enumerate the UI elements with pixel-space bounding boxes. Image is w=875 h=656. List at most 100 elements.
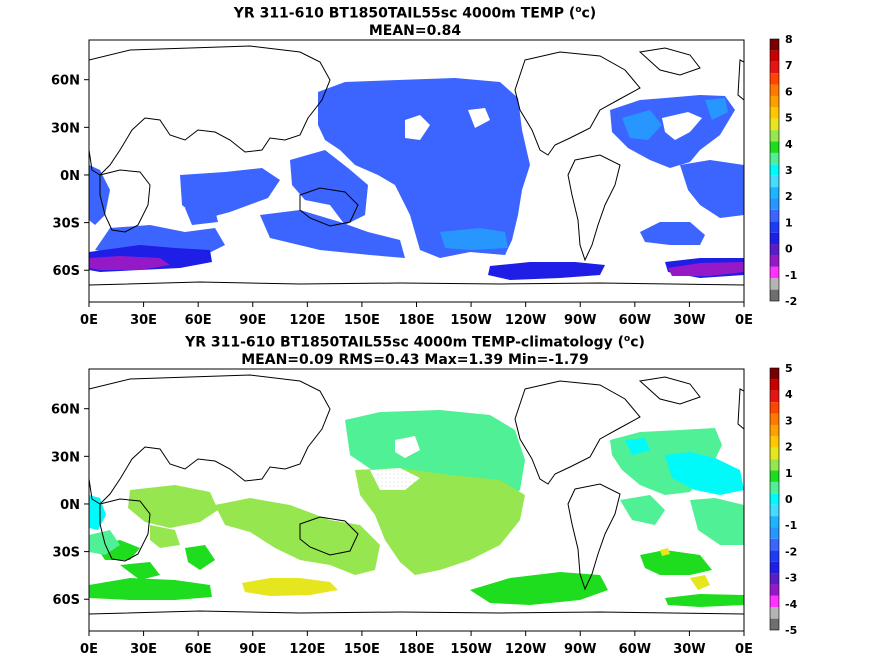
colorbar-swatch [770, 390, 779, 403]
colorbar-swatch [770, 504, 779, 517]
colorbar-swatch [770, 595, 779, 608]
colorbar-swatch [770, 550, 779, 562]
colorbar-swatch [770, 470, 779, 482]
colorbar-label: 5 [785, 112, 793, 125]
bot-field-yellow-atlantic [690, 575, 710, 590]
top-field-indian [180, 168, 280, 220]
colorbar-swatch [770, 424, 779, 437]
bottom-title-text: YR 311-610 BT1850TAIL55sc 4000m TEMP-cli… [185, 334, 624, 351]
bot-field-southern-west-3 [120, 562, 160, 580]
bot-field-indian [128, 485, 218, 528]
colorbar-swatch [770, 402, 779, 414]
top-title-tail: c) [581, 5, 597, 22]
top-colorbar: -2 -1 0 1 2 3 4 5 6 7 8 [769, 33, 797, 308]
top-field-north-atlantic-gap [662, 112, 702, 140]
y-tick-label: 30S [53, 546, 80, 561]
top-field-purple-east [668, 262, 744, 276]
colorbar-label: 3 [785, 164, 793, 177]
colorbar-swatch [770, 221, 779, 233]
bot-field-south-atlantic [640, 550, 712, 575]
x-tick-label: 90W [564, 313, 596, 328]
colorbar-swatch [770, 447, 779, 460]
colorbar-swatch [770, 493, 779, 505]
colorbar-swatch [770, 561, 779, 574]
x-tick-label: 30E [130, 642, 157, 656]
top-title-sup: o [575, 5, 582, 15]
y-tick-label: 60N [51, 403, 80, 418]
bot-field-north-atlantic-cyan [665, 452, 744, 495]
colorbar-swatch [770, 368, 779, 380]
bot-field-yellow-dot [660, 548, 670, 556]
bottom-panel-title: YR 311-610 BT1850TAIL55sc 4000m TEMP-cli… [0, 331, 830, 369]
bot-field-southern-atlantic [665, 594, 744, 607]
x-tick-label: 0E [80, 313, 98, 328]
x-tick-label: 90E [239, 313, 266, 328]
x-tick-label: 150E [344, 313, 380, 328]
colorbar-label: -3 [785, 572, 797, 585]
x-tick-label: 150W [450, 642, 491, 656]
colorbar-swatch [770, 152, 779, 165]
colorbar-swatch [770, 255, 779, 267]
top-y-tick-group: 60N 30N 0N 30S 60S [51, 74, 89, 279]
top-field-southern-pacific [488, 262, 605, 280]
x-tick-label: 30W [673, 313, 705, 328]
colorbar-frame [769, 38, 780, 302]
bot-field-indian-south [150, 525, 180, 548]
colorbar-label: 2 [785, 190, 793, 203]
x-tick-label: 120W [505, 642, 546, 656]
bot-field-pacific-west [215, 498, 380, 575]
x-tick-label: 60W [619, 642, 651, 656]
colorbar-label: 1 [785, 467, 793, 480]
colorbar-swatch [770, 187, 779, 199]
y-tick-label: 30N [51, 450, 80, 465]
x-tick-label: 120W [505, 313, 546, 328]
colorbar-label: -1 [785, 269, 797, 282]
colorbar-swatch [770, 436, 779, 448]
bottom-colorbar: -5 -4 -3 -2 -1 0 1 2 3 4 5 [769, 362, 798, 637]
x-tick-label: 60E [185, 313, 212, 328]
y-tick-label: 60S [53, 264, 80, 279]
colorbar-label: 7 [785, 59, 793, 72]
x-tick-label: 0E [80, 642, 98, 656]
top-field-south-pacific [260, 210, 405, 258]
colorbar-swatch [770, 198, 779, 210]
top-coastlines [89, 45, 744, 286]
top-field-argentine [640, 222, 705, 245]
colorbar-label: 5 [785, 362, 793, 375]
top-x-tick-group: 0E 30E 60E 90E 120E 150E 180E 150W 120W 90W 60W 30W… [80, 302, 753, 328]
colorbar-label: -1 [785, 519, 797, 532]
bottom-y-tick-group: 60N 30N 0N 30S 60S [51, 403, 89, 608]
bot-field-dotted [370, 468, 420, 490]
bottom-map-field [89, 410, 744, 607]
colorbar-label: -5 [785, 624, 797, 637]
bottom-x-tick-group: 0E 30E 60E 90E 120E 150E 180E 150W 120W 90W 60W 30W… [80, 631, 753, 656]
bot-field-pacific-center [355, 468, 525, 575]
x-tick-label: 60E [185, 642, 212, 656]
top-panel-subtitle: MEAN=0.84 [368, 22, 462, 39]
colorbar-swatch [770, 413, 779, 425]
bot-field-atlantic-cyan-small [625, 438, 650, 455]
x-tick-label: 150W [450, 313, 491, 328]
colorbar-swatch [770, 607, 779, 619]
x-tick-label: 120E [289, 642, 325, 656]
colorbar-label: 4 [785, 388, 793, 401]
top-field-indian-mid [185, 208, 218, 225]
x-tick-label: 180E [398, 313, 434, 328]
colorbar-swatch [770, 527, 779, 539]
top-field-pacific-west [290, 150, 368, 225]
top-map-field [89, 78, 744, 280]
colorbar-swatch [770, 107, 779, 119]
colorbar-swatch [770, 73, 779, 85]
top-field-purple-west [89, 256, 170, 270]
colorbar-swatch [770, 95, 779, 108]
colorbar-swatch [770, 164, 779, 176]
colorbar-label: 4 [785, 138, 793, 151]
colorbar-label: 2 [785, 441, 793, 454]
colorbar-label: -2 [785, 295, 797, 308]
y-tick-label: 30N [51, 121, 80, 136]
x-tick-label: 150E [344, 642, 380, 656]
x-tick-label: 0E [735, 642, 753, 656]
top-panel-title: YR 311-610 BT1850TAIL55sc 4000m TEMP (oc… [0, 2, 830, 40]
x-tick-label: 90W [564, 642, 596, 656]
